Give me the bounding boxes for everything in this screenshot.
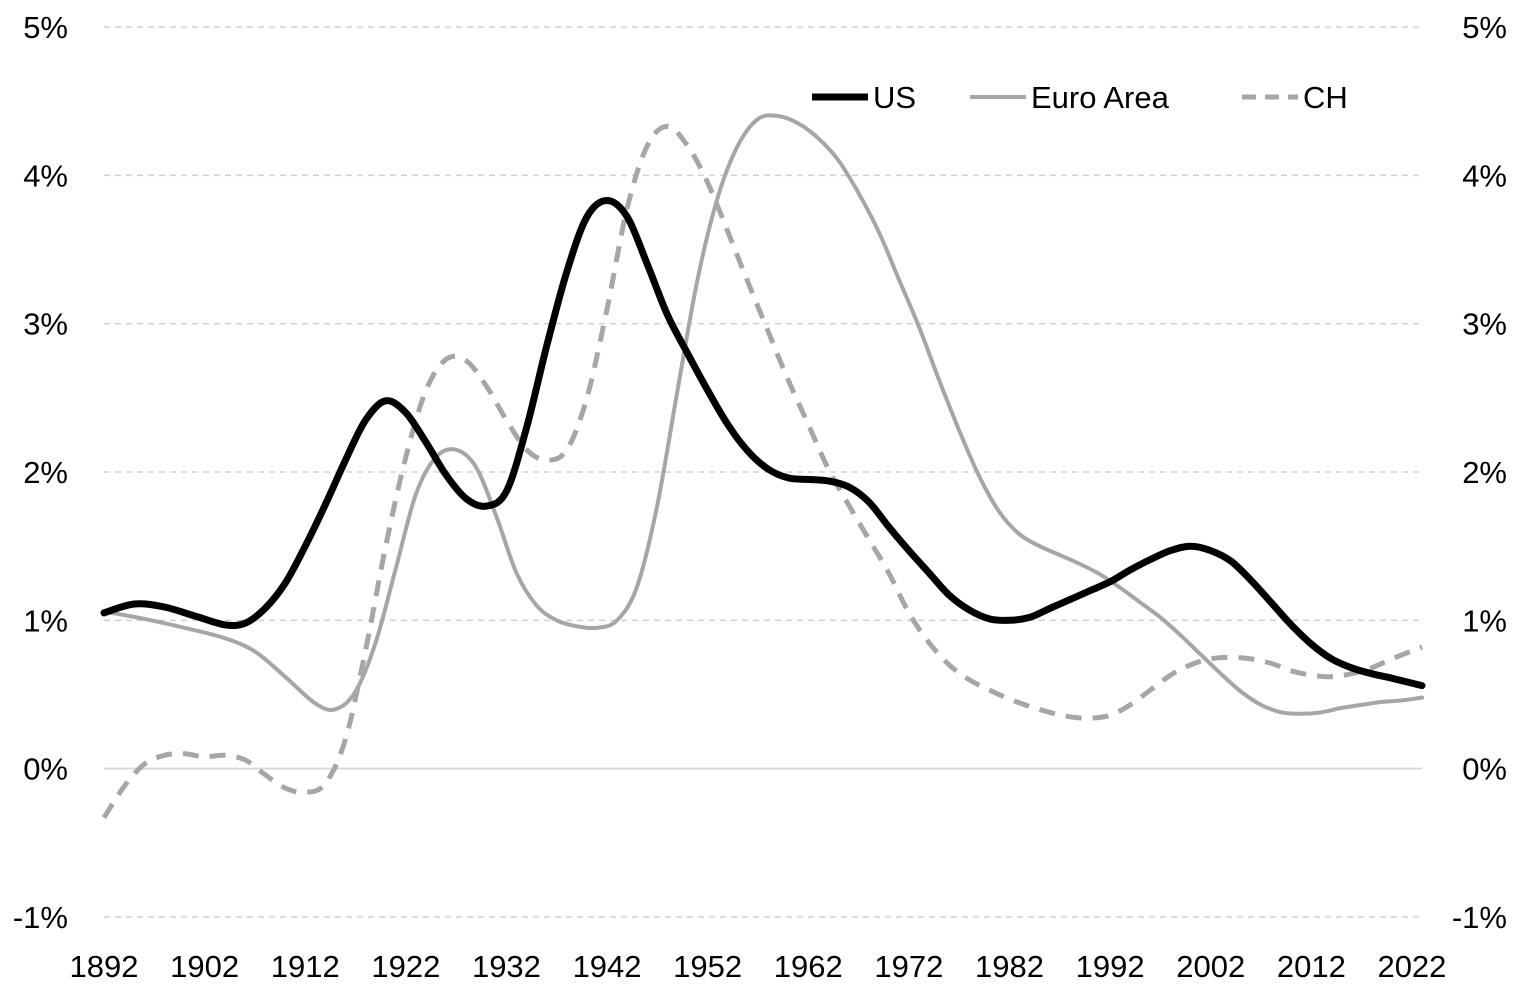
x-tick-label: 1942 [573,949,642,984]
y-tick-label-left: 3% [23,307,68,342]
y-tick-label-left: 2% [23,455,68,490]
y-tick-label-right: 1% [1462,603,1507,638]
y-axis-right: -1% 0% 1% 2% 3% 4% 5% [1452,10,1507,935]
y-tick-label-left: 5% [23,10,68,45]
x-tick-label: 2002 [1176,949,1245,984]
legend-label-euro-area: Euro Area [1031,80,1170,115]
y-tick-label-left: 1% [23,603,68,638]
x-tick-label: 1902 [170,949,239,984]
y-tick-label-right: -1% [1452,900,1507,935]
gridlines [104,26,1422,918]
y-tick-label-left: -1% [13,900,68,935]
legend-label-ch: CH [1303,80,1348,115]
y-tick-label-right: 0% [1462,752,1507,787]
x-tick-label: 1922 [371,949,440,984]
x-tick-label: 1932 [472,949,541,984]
y-tick-label-left: 0% [23,752,68,787]
x-tick-label: 1992 [1076,949,1145,984]
series-line-euro-area [102,113,1424,716]
y-axis-left: -1% 0% 1% 2% 3% 4% 5% [13,10,68,935]
legend-label-us: US [873,80,916,115]
y-tick-label-left: 4% [23,158,68,193]
x-axis: 1892 1902 1912 1922 1932 1942 1952 1962 1972 1982… [70,949,1447,984]
series-line-us [100,197,1426,690]
x-tick-label: 1972 [874,949,943,984]
y-tick-label-right: 3% [1462,307,1507,342]
series-lines [100,113,1426,819]
legend: US Euro Area CH [812,80,1348,115]
y-tick-label-right: 5% [1462,10,1507,45]
x-tick-label: 1962 [774,949,843,984]
x-tick-label: 1952 [673,949,742,984]
y-tick-label-right: 4% [1462,158,1507,193]
y-tick-label-right: 2% [1462,455,1507,490]
x-tick-label: 1982 [975,949,1044,984]
x-tick-label: 2022 [1377,949,1446,984]
x-tick-label: 1892 [70,949,139,984]
x-tick-label: 1912 [271,949,340,984]
series-line-ch [101,123,1423,819]
x-tick-label: 2012 [1277,949,1346,984]
